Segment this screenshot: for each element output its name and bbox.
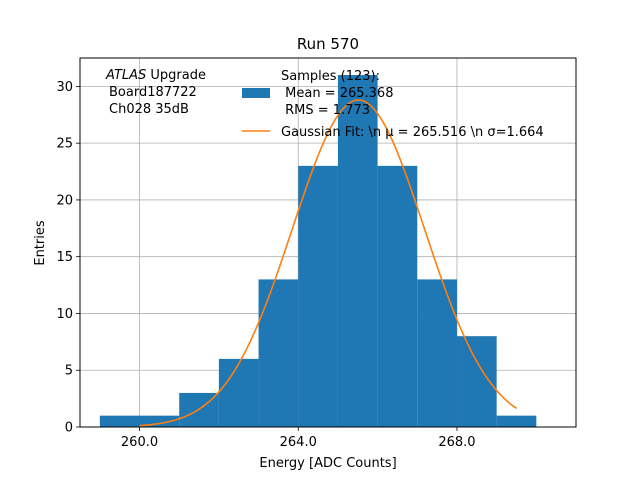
histogram-bar xyxy=(218,358,259,427)
histogram-bar xyxy=(377,165,418,427)
y-axis-label: Entries xyxy=(33,220,48,266)
legend: Samples (123): Mean = 265.368 RMS = 1.77… xyxy=(242,69,544,140)
atlas-italic: ATLAS xyxy=(105,68,146,83)
legend-swatch-samples xyxy=(242,88,270,98)
histogram-bar xyxy=(456,336,497,427)
y-tick-label: 5 xyxy=(65,364,73,379)
x-axis-ticks: 260.0 264.0 268.0 xyxy=(121,427,476,450)
x-tick-label: 260.0 xyxy=(121,435,158,450)
x-axis-label: Energy [ADC Counts] xyxy=(259,456,396,471)
histogram-bars xyxy=(99,75,537,428)
legend-fit-label: Gaussian Fit: \n μ = 265.516 \n σ=1.664 xyxy=(281,125,544,140)
x-tick-label: 268.0 xyxy=(438,435,475,450)
legend-samples-line2: Mean = 265.368 xyxy=(281,86,393,101)
histogram-bar xyxy=(258,279,299,427)
gaussian-fit-curve xyxy=(139,99,517,427)
histogram-bar xyxy=(298,165,338,427)
chart-title: Run 570 xyxy=(297,35,359,53)
y-tick-label: 0 xyxy=(65,421,73,436)
legend-samples-line3: RMS = 1.773 xyxy=(281,103,370,118)
y-tick-label: 30 xyxy=(56,80,73,95)
y-tick-label: 10 xyxy=(56,307,73,322)
histogram-bar xyxy=(417,279,457,427)
atlas-annotation-channel: Ch028 35dB xyxy=(109,102,189,117)
atlas-annotation-board: Board187722 xyxy=(109,85,197,100)
y-tick-label: 25 xyxy=(56,137,73,152)
histogram-bar xyxy=(99,415,140,427)
legend-samples-line1: Samples (123): xyxy=(281,69,380,84)
atlas-upgrade: Upgrade xyxy=(146,68,206,83)
y-tick-label: 20 xyxy=(56,193,73,208)
y-tick-label: 15 xyxy=(56,250,73,265)
histogram-bar xyxy=(496,415,537,427)
x-tick-label: 264.0 xyxy=(280,435,317,450)
y-axis-ticks: 0 5 10 15 20 25 30 xyxy=(56,80,80,436)
histogram-bar xyxy=(139,415,180,427)
histogram-bar xyxy=(337,75,378,428)
plot-frame xyxy=(79,57,577,428)
atlas-annotation-line1: ATLAS Upgrade xyxy=(105,68,206,83)
